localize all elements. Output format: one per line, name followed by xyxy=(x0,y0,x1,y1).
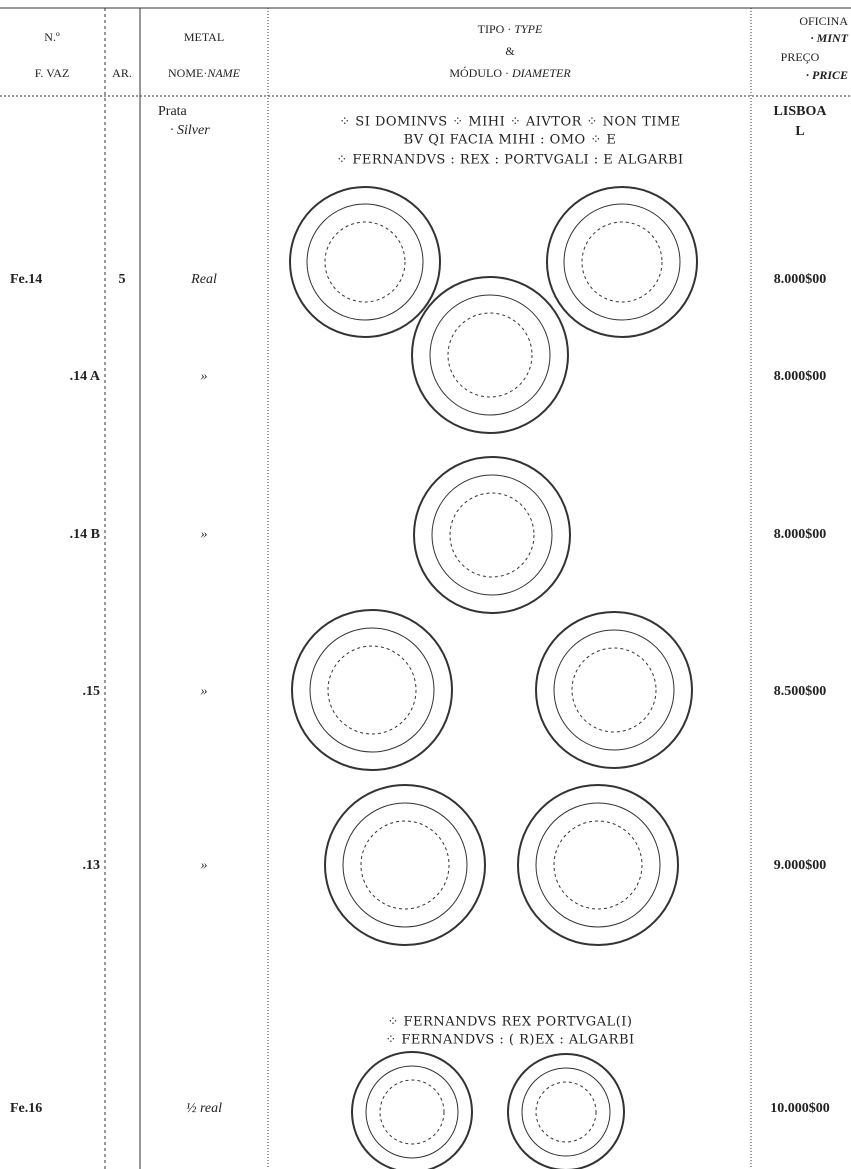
legend: ⁘ SI DOMINVS ⁘ MIHI ⁘ AIVTOR ⁘ NON TIME xyxy=(339,115,680,130)
tipo: TIPO · xyxy=(478,22,515,36)
header-tipo: TIPO · TYPE xyxy=(478,22,543,36)
row-number: Fe.14 xyxy=(10,272,42,287)
row-number: .14 A xyxy=(70,369,101,384)
row-name: » xyxy=(201,858,208,873)
coin-illustrations xyxy=(289,186,698,1169)
row-name: » xyxy=(201,684,208,699)
header-nome: NOME·NAME xyxy=(168,66,241,80)
header-oficina: OFICINA xyxy=(799,14,848,28)
header-f-vaz: F. VAZ xyxy=(35,66,70,80)
legend: ⁘ FERNANDVS : REX : PORTVGALI : E ALGARB… xyxy=(336,153,683,168)
mint-mark: L xyxy=(795,124,804,139)
type: TYPE xyxy=(514,22,543,36)
row-number: .14 B xyxy=(70,527,100,542)
row-price: 8.000$00 xyxy=(774,369,827,384)
legend: BV QI FACIA MIHI : OMO ⁘ E xyxy=(404,133,617,148)
metal: Prata xyxy=(158,104,188,119)
row-number: Fe.16 xyxy=(10,1101,42,1116)
header-metal: METAL xyxy=(184,30,224,44)
header-and: & xyxy=(505,44,515,58)
legend: ⁘ FERNANDVS : ( R)EX : ALGARBI xyxy=(385,1033,634,1048)
row-number: .13 xyxy=(83,858,101,873)
diameter: DIAMETER xyxy=(511,66,571,80)
header-ar: AR. xyxy=(112,66,132,80)
header-price: · PRICE xyxy=(806,68,848,82)
row-name: Real xyxy=(190,272,217,287)
mint: LISBOA xyxy=(774,104,828,119)
modulo: MÓDULO · xyxy=(449,66,512,80)
row-name: » xyxy=(201,527,208,542)
row-price: 8.000$00 xyxy=(774,272,827,287)
rows: Fe.14 5 Real 8.000$00 .14 A » 8.000$00 .14 B » 8.… xyxy=(10,272,830,1116)
row-price: 10.000$00 xyxy=(770,1101,830,1116)
header-mint: · MINT xyxy=(811,31,849,45)
row-name: » xyxy=(201,369,208,384)
row-ar: 5 xyxy=(119,272,126,287)
metal-en: · Silver xyxy=(170,123,210,138)
row-number: .15 xyxy=(83,684,101,699)
name: NAME xyxy=(206,66,240,80)
header-number: N.º xyxy=(44,30,60,44)
nome: NOME· xyxy=(168,66,207,80)
row-price: 8.000$00 xyxy=(774,527,827,542)
legend: ⁘ FERNANDVS REX PORTVGAL(I) xyxy=(388,1015,633,1030)
row-price: 9.000$00 xyxy=(774,858,827,873)
header-preco: PREÇO xyxy=(781,50,820,64)
rules xyxy=(0,7,851,1169)
header-modulo: MÓDULO · DIAMETER xyxy=(449,66,571,80)
row-name: ½ real xyxy=(186,1101,222,1116)
row-price: 8.500$00 xyxy=(774,684,827,699)
